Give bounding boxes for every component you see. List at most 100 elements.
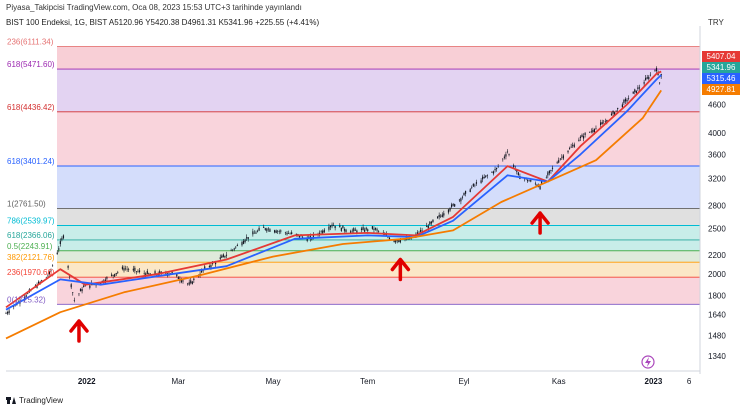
candle-body <box>589 132 591 133</box>
candle-body <box>188 282 190 285</box>
candle-body <box>154 271 156 274</box>
y-tick-label: 1800 <box>708 292 726 301</box>
candle-body <box>301 236 304 238</box>
candle-body <box>460 198 462 202</box>
candle-body <box>339 225 341 228</box>
candle-body <box>45 276 47 278</box>
fib-label: 0.5(2243.91) <box>7 242 53 251</box>
candle-body <box>541 181 543 185</box>
candle-body <box>421 230 423 232</box>
candle-body <box>241 242 243 246</box>
candle-body <box>73 300 75 301</box>
candle-body <box>430 221 433 224</box>
candle-body <box>8 310 10 314</box>
candle-body <box>398 240 400 242</box>
candle-body <box>365 227 367 230</box>
arrow-up-icon <box>69 319 89 343</box>
candle-body <box>126 268 128 270</box>
candle-body <box>486 175 488 176</box>
y-tick-label: 1340 <box>708 352 726 361</box>
candle-body <box>269 229 271 232</box>
price-badge <box>702 73 740 84</box>
y-tick-label: 4600 <box>708 100 726 109</box>
candle-body <box>36 285 38 288</box>
candle-body <box>561 156 563 158</box>
price-badge-label: 5341.96 <box>707 63 736 72</box>
candle-body <box>328 226 330 230</box>
candle-body <box>603 122 605 124</box>
x-tick-label: 6 <box>687 377 692 386</box>
candle-body <box>56 252 58 255</box>
flash-bolt-icon <box>645 357 651 367</box>
candle-body <box>440 215 442 217</box>
candle-body <box>496 167 498 170</box>
candle-body <box>137 271 139 272</box>
candle-body <box>232 249 234 251</box>
currency-label: TRY <box>708 18 724 27</box>
candle-body <box>298 236 301 238</box>
candle-body <box>280 230 282 232</box>
candle-body <box>306 237 308 241</box>
candle-body <box>567 150 569 153</box>
candle-body <box>124 268 127 270</box>
candle-body <box>419 230 422 232</box>
fib-label: 618(4436.42) <box>7 103 55 112</box>
candle-body <box>592 130 594 133</box>
candle-body <box>648 76 650 80</box>
candle-body <box>117 272 119 273</box>
candle-body <box>351 230 353 232</box>
candle-body <box>559 158 561 160</box>
candle-body <box>25 295 27 298</box>
candle-body <box>527 179 529 182</box>
candle-body <box>606 119 608 123</box>
candle-body <box>437 216 439 219</box>
price-axis[interactable]: 4600 4000 3600 3200 2800 2500 2200 2000 1800 1640… <box>699 26 726 374</box>
candle-body <box>513 165 515 168</box>
candle-body <box>5 313 7 315</box>
candle-body <box>165 273 167 275</box>
candle-body <box>385 234 387 236</box>
candle-body <box>399 239 401 243</box>
candle-body <box>187 283 189 285</box>
candle-body <box>322 230 324 234</box>
candle-body <box>208 266 210 268</box>
candle-body <box>61 238 63 240</box>
candle-body <box>277 230 279 232</box>
fib-zone <box>57 262 700 278</box>
candle-body <box>252 231 254 235</box>
candle-body <box>266 228 268 232</box>
candle-body <box>123 268 125 271</box>
candle-body <box>601 122 603 125</box>
candle-body <box>332 225 335 226</box>
candle-body <box>506 151 509 153</box>
candle-body <box>502 158 504 160</box>
candle-body <box>219 257 221 259</box>
candle-body <box>128 269 130 270</box>
fib-label: 786(2539.97) <box>7 217 55 226</box>
candle-body <box>115 272 117 275</box>
fib-zones <box>57 46 700 305</box>
candle-body <box>235 246 237 248</box>
candle-body <box>492 171 495 174</box>
candle-body <box>230 250 232 251</box>
candle-body <box>62 235 65 239</box>
candle-body <box>367 229 369 231</box>
publish-info: Piyasa_Takipcisi TradingView.com, Oca 08… <box>6 3 302 12</box>
candle-body <box>528 180 530 182</box>
fib-zone <box>57 239 700 251</box>
candle-body <box>427 225 429 229</box>
candle-body <box>449 208 451 211</box>
candle-body <box>145 273 147 277</box>
candle-body <box>655 68 658 72</box>
candle-body <box>67 266 69 268</box>
time-axis[interactable]: 2022 Mar May Tem Eyl Kas 2023 6 <box>6 370 700 386</box>
candle-body <box>135 271 138 272</box>
candle-body <box>593 129 596 133</box>
candle-body <box>376 229 378 231</box>
candle-body <box>469 189 471 192</box>
fib-label: 382(2121.76) <box>7 253 55 262</box>
candle-body <box>463 192 465 196</box>
candle-body <box>247 237 249 240</box>
candle-body <box>637 87 639 90</box>
